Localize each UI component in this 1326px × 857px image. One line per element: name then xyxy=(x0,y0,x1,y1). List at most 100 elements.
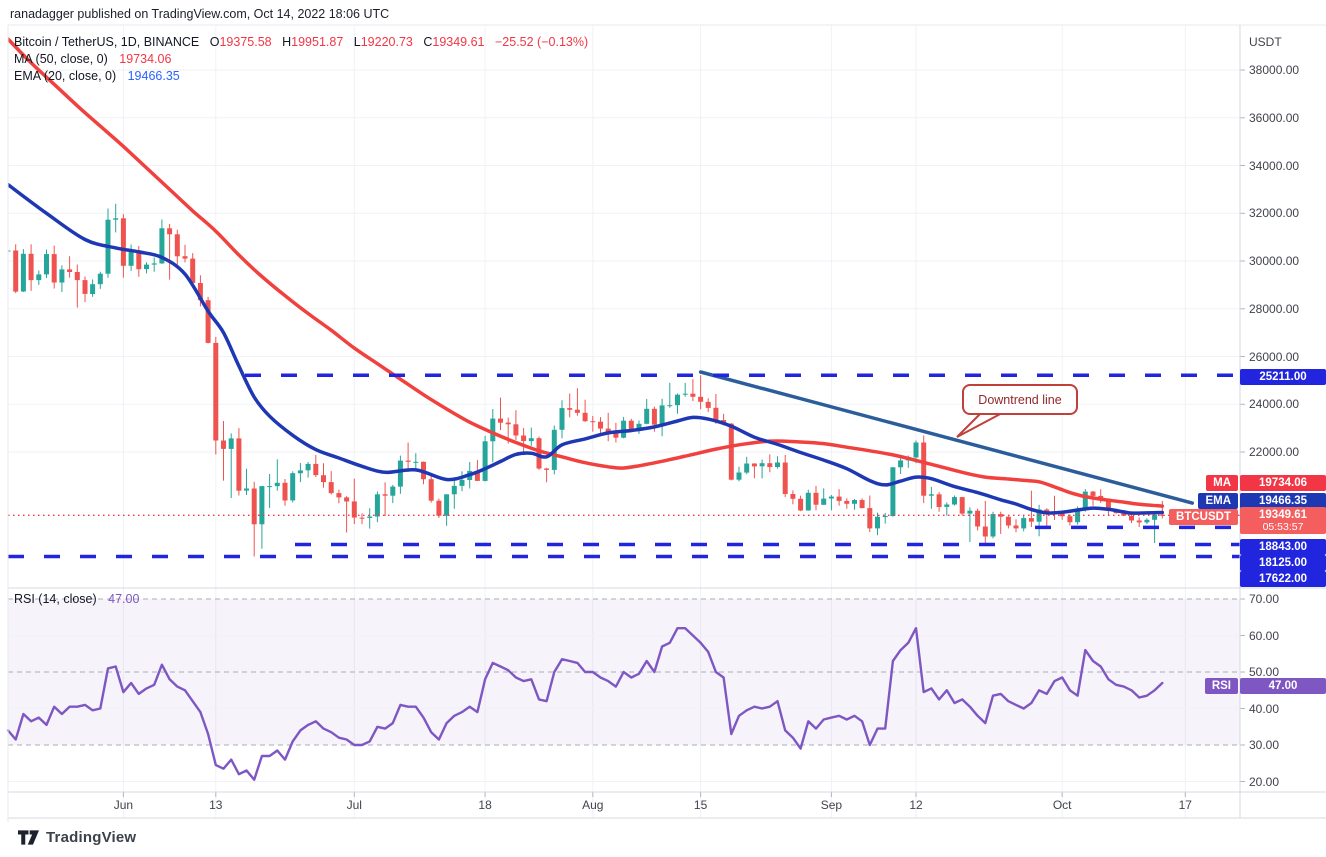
time-tick-label: Oct xyxy=(1052,798,1072,812)
rsi-legend-row[interactable]: RSI (14, close) 47.00 xyxy=(14,592,139,607)
ma50-line[interactable] xyxy=(8,37,1165,508)
candle-body xyxy=(836,496,842,501)
ema-legend-row[interactable]: EMA (20, close, 0) 19466.35 xyxy=(14,68,588,85)
rsi-label: RSI (14, close) xyxy=(14,592,97,606)
high-value: H19951.87 xyxy=(282,35,344,49)
candle-body xyxy=(759,463,765,467)
candle-body xyxy=(236,438,242,491)
close-value: C19349.61 xyxy=(423,35,485,49)
candle-body xyxy=(282,482,288,501)
support2-price-badge: 18125.00 xyxy=(1240,555,1326,571)
candle-body xyxy=(944,504,950,507)
symbol-title[interactable]: Bitcoin / TetherUS, 1D, BINANCE xyxy=(14,35,200,49)
candle-body xyxy=(867,508,873,529)
candle-body xyxy=(1159,514,1165,516)
candle-body xyxy=(374,494,380,517)
candle-body xyxy=(798,498,804,511)
time-tick-label: Sep xyxy=(820,798,843,812)
candle-body xyxy=(667,405,673,407)
candle-body xyxy=(559,408,565,430)
rsi-tick-label: 70.00 xyxy=(1249,592,1280,606)
low-value: L19220.73 xyxy=(353,35,413,49)
candle-body xyxy=(1021,518,1027,529)
tradingview-logo[interactable]: TradingView xyxy=(18,829,136,846)
candle-body xyxy=(182,256,188,259)
candle-body xyxy=(297,470,303,474)
ma-price-badge: 19734.06 xyxy=(1240,475,1326,491)
price-tick-label: 22000.00 xyxy=(1249,445,1300,459)
ma-label: MA (50, close, 0) xyxy=(14,52,108,66)
candle-body xyxy=(151,263,157,265)
candle-body xyxy=(636,423,642,430)
candle-body xyxy=(844,500,850,504)
time-tick-label: Aug xyxy=(582,798,604,812)
candle-body xyxy=(898,460,904,468)
candle-body xyxy=(782,462,788,494)
rsi-tick-label: 40.00 xyxy=(1249,701,1280,716)
candle-body xyxy=(505,422,511,425)
candle-body xyxy=(644,408,650,424)
candle-body xyxy=(574,409,580,413)
candle-body xyxy=(120,218,126,266)
candle-body xyxy=(321,475,326,483)
candle-body xyxy=(990,514,996,537)
candle-body xyxy=(328,482,334,494)
candle-body xyxy=(790,494,796,499)
downtrend-line[interactable] xyxy=(698,370,1195,505)
candle-body xyxy=(698,396,704,402)
candle-body xyxy=(336,493,342,498)
resistance-price-badge: 25211.00 xyxy=(1240,369,1326,385)
ema-tag: EMA xyxy=(1198,493,1238,509)
callout-bubble[interactable] xyxy=(962,384,1078,415)
candle-body xyxy=(605,428,611,432)
candle-body xyxy=(459,479,465,486)
candle-body xyxy=(367,516,373,518)
candle-body xyxy=(20,253,26,292)
candle-body xyxy=(828,496,834,499)
candle-body xyxy=(390,486,396,496)
ma-value: 19734.06 xyxy=(119,52,172,66)
tradingview-mark xyxy=(18,830,39,845)
time-tick-label: 12 xyxy=(909,798,923,812)
symbol-tag: BTCUSDT xyxy=(1169,509,1238,525)
candle-body xyxy=(536,438,542,469)
candle-body xyxy=(621,420,627,438)
downtrend-callout[interactable]: Downtrend line xyxy=(978,392,1062,407)
time-tick-label: 13 xyxy=(209,798,223,812)
rsi-tag: RSI xyxy=(1204,678,1238,694)
candle-body xyxy=(736,472,742,480)
ma-legend-row[interactable]: MA (50, close, 0) 19734.06 xyxy=(14,51,588,68)
candle-body xyxy=(921,442,927,496)
candle-body xyxy=(982,526,988,537)
candle-body xyxy=(174,234,180,257)
ema20-line[interactable] xyxy=(8,182,1165,515)
candle-body xyxy=(675,394,680,406)
candle-body xyxy=(744,463,750,473)
open-value: O19375.58 xyxy=(209,35,272,49)
chart-legend: Bitcoin / TetherUS, 1D, BINANCE O19375.5… xyxy=(14,34,588,85)
candle-body xyxy=(159,228,165,264)
candle-body xyxy=(1098,495,1104,499)
candle-body xyxy=(859,500,865,509)
candle-body xyxy=(382,494,388,496)
candle-body xyxy=(259,486,265,525)
candle-body xyxy=(213,342,219,441)
candle-body xyxy=(136,250,142,270)
candle-body xyxy=(882,516,888,517)
price-tick-label: 36000.00 xyxy=(1249,110,1300,125)
candle-body xyxy=(490,418,496,442)
candle-body xyxy=(513,424,519,436)
candle-body xyxy=(821,498,827,505)
candle-body xyxy=(36,274,42,281)
candle-body xyxy=(221,440,226,449)
candle-body xyxy=(274,482,280,487)
candle-body xyxy=(690,393,696,397)
candle-body xyxy=(544,468,550,470)
candle-body xyxy=(67,269,73,272)
symbol-legend-row[interactable]: Bitcoin / TetherUS, 1D, BINANCE O19375.5… xyxy=(14,34,588,51)
candle-body xyxy=(28,253,34,281)
candle-body xyxy=(936,494,942,507)
candle-body xyxy=(267,486,273,488)
